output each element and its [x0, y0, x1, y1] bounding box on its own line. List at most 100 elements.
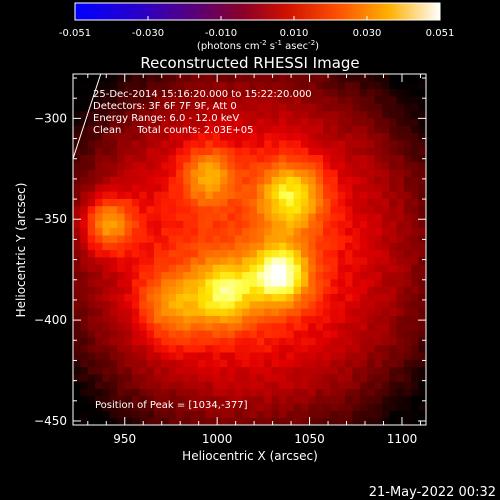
heatmap-cell — [161, 395, 170, 404]
heatmap-cell — [139, 147, 148, 156]
heatmap-cell — [87, 410, 96, 419]
x-tick-label: 1050 — [294, 432, 325, 446]
heatmap-cell — [183, 359, 192, 368]
heatmap-cell — [359, 227, 368, 236]
heatmap-cell — [117, 198, 126, 207]
heatmap-cell — [80, 95, 89, 104]
heatmap-cell — [403, 242, 412, 251]
heatmap-cell — [95, 417, 104, 425]
heatmap-cell — [389, 81, 398, 90]
heatmap-cell — [212, 410, 221, 419]
heatmap-cell — [102, 351, 111, 360]
heatmap-cell — [242, 322, 251, 331]
heatmap-cell — [87, 351, 96, 360]
heatmap-cell — [286, 242, 295, 251]
annotation-time-range: 25-Dec-2014 15:16:20.000 to 15:22:20.000 — [93, 89, 312, 100]
heatmap-cell — [95, 117, 104, 126]
heatmap-cell — [80, 161, 89, 170]
y-tick-label: −450 — [34, 414, 67, 428]
heatmap-cell — [323, 256, 331, 265]
heatmap-cell — [242, 161, 251, 170]
heatmap-cell — [234, 234, 243, 243]
heatmap-cell — [352, 329, 361, 338]
heatmap-cell — [109, 154, 118, 163]
heatmap-cell — [175, 381, 184, 390]
heatmap-cell — [220, 147, 229, 156]
heatmap-cell — [131, 234, 140, 243]
heatmap-cell — [80, 337, 89, 346]
heatmap-cell — [242, 205, 251, 214]
heatmap-cell — [315, 366, 324, 375]
heatmap-cell — [389, 139, 398, 148]
heatmap-cell — [102, 410, 111, 419]
heatmap-cell — [190, 88, 199, 97]
heatmap-cell — [337, 103, 346, 112]
heatmap-cell — [403, 198, 412, 207]
heatmap-cell — [264, 242, 273, 251]
heatmap-cell — [337, 95, 346, 104]
heatmap-cell — [300, 103, 309, 112]
heatmap-cell — [345, 359, 354, 368]
heatmap-cell — [212, 110, 221, 119]
heatmap-cell — [153, 125, 162, 134]
heatmap-cell — [205, 88, 214, 97]
heatmap-cell — [175, 271, 184, 280]
heatmap-cell — [286, 410, 295, 419]
heatmap-cell — [80, 410, 89, 419]
heatmap-cell — [337, 242, 346, 251]
heatmap-cell — [198, 205, 206, 214]
heatmap-cell — [403, 322, 412, 331]
heatmap-cell — [168, 366, 177, 375]
heatmap-cell — [131, 198, 140, 207]
heatmap-cell — [227, 373, 236, 382]
heatmap-cell — [198, 125, 206, 134]
heatmap-cell — [161, 381, 170, 390]
heatmap-cell — [168, 322, 177, 331]
heatmap-cell — [300, 403, 309, 411]
heatmap-cell — [278, 293, 287, 302]
heatmap-cell — [411, 308, 420, 316]
heatmap-cell — [367, 271, 376, 280]
heatmap-cell — [161, 81, 170, 90]
heatmap-cell — [95, 212, 104, 221]
heatmap-cell — [381, 139, 390, 148]
heatmap-cell — [359, 403, 368, 411]
heatmap-cell — [168, 249, 177, 258]
heatmap-cell — [168, 161, 177, 170]
heatmap-cell — [234, 322, 243, 331]
heatmap-cell — [359, 293, 368, 302]
heatmap-cell — [124, 125, 133, 134]
heatmap-cell — [131, 103, 140, 112]
heatmap-cell — [359, 169, 368, 177]
heatmap-cell — [198, 183, 206, 192]
heatmap-cell — [212, 227, 221, 236]
heatmap-cell — [183, 103, 192, 112]
heatmap-cell — [73, 183, 81, 192]
heatmap-cell — [205, 176, 214, 185]
heatmap-cell — [161, 161, 170, 170]
heatmap-cell — [345, 205, 354, 214]
heatmap-cell — [330, 117, 339, 126]
heatmap-cell — [80, 256, 89, 265]
heatmap-cell — [87, 293, 96, 302]
heatmap-cell — [139, 161, 148, 170]
heatmap-cell — [337, 403, 346, 411]
heatmap-cell — [411, 395, 420, 404]
heatmap-cell — [264, 169, 273, 177]
heatmap-cell — [146, 220, 155, 229]
heatmap-cell — [249, 381, 258, 390]
heatmap-cell — [264, 74, 273, 82]
heatmap-cell — [345, 220, 354, 229]
heatmap-cell — [308, 417, 317, 425]
heatmap-cell — [212, 81, 221, 90]
heatmap-cell — [381, 220, 390, 229]
heatmap-cell — [190, 81, 199, 90]
heatmap-cell — [337, 125, 346, 134]
heatmap-cell — [139, 322, 148, 331]
heatmap-cell — [168, 147, 177, 156]
heatmap-cell — [80, 220, 89, 229]
heatmap-cell — [381, 286, 390, 294]
heatmap-cell — [286, 373, 295, 382]
heatmap-cell — [249, 154, 258, 163]
heatmap-cell — [286, 337, 295, 346]
